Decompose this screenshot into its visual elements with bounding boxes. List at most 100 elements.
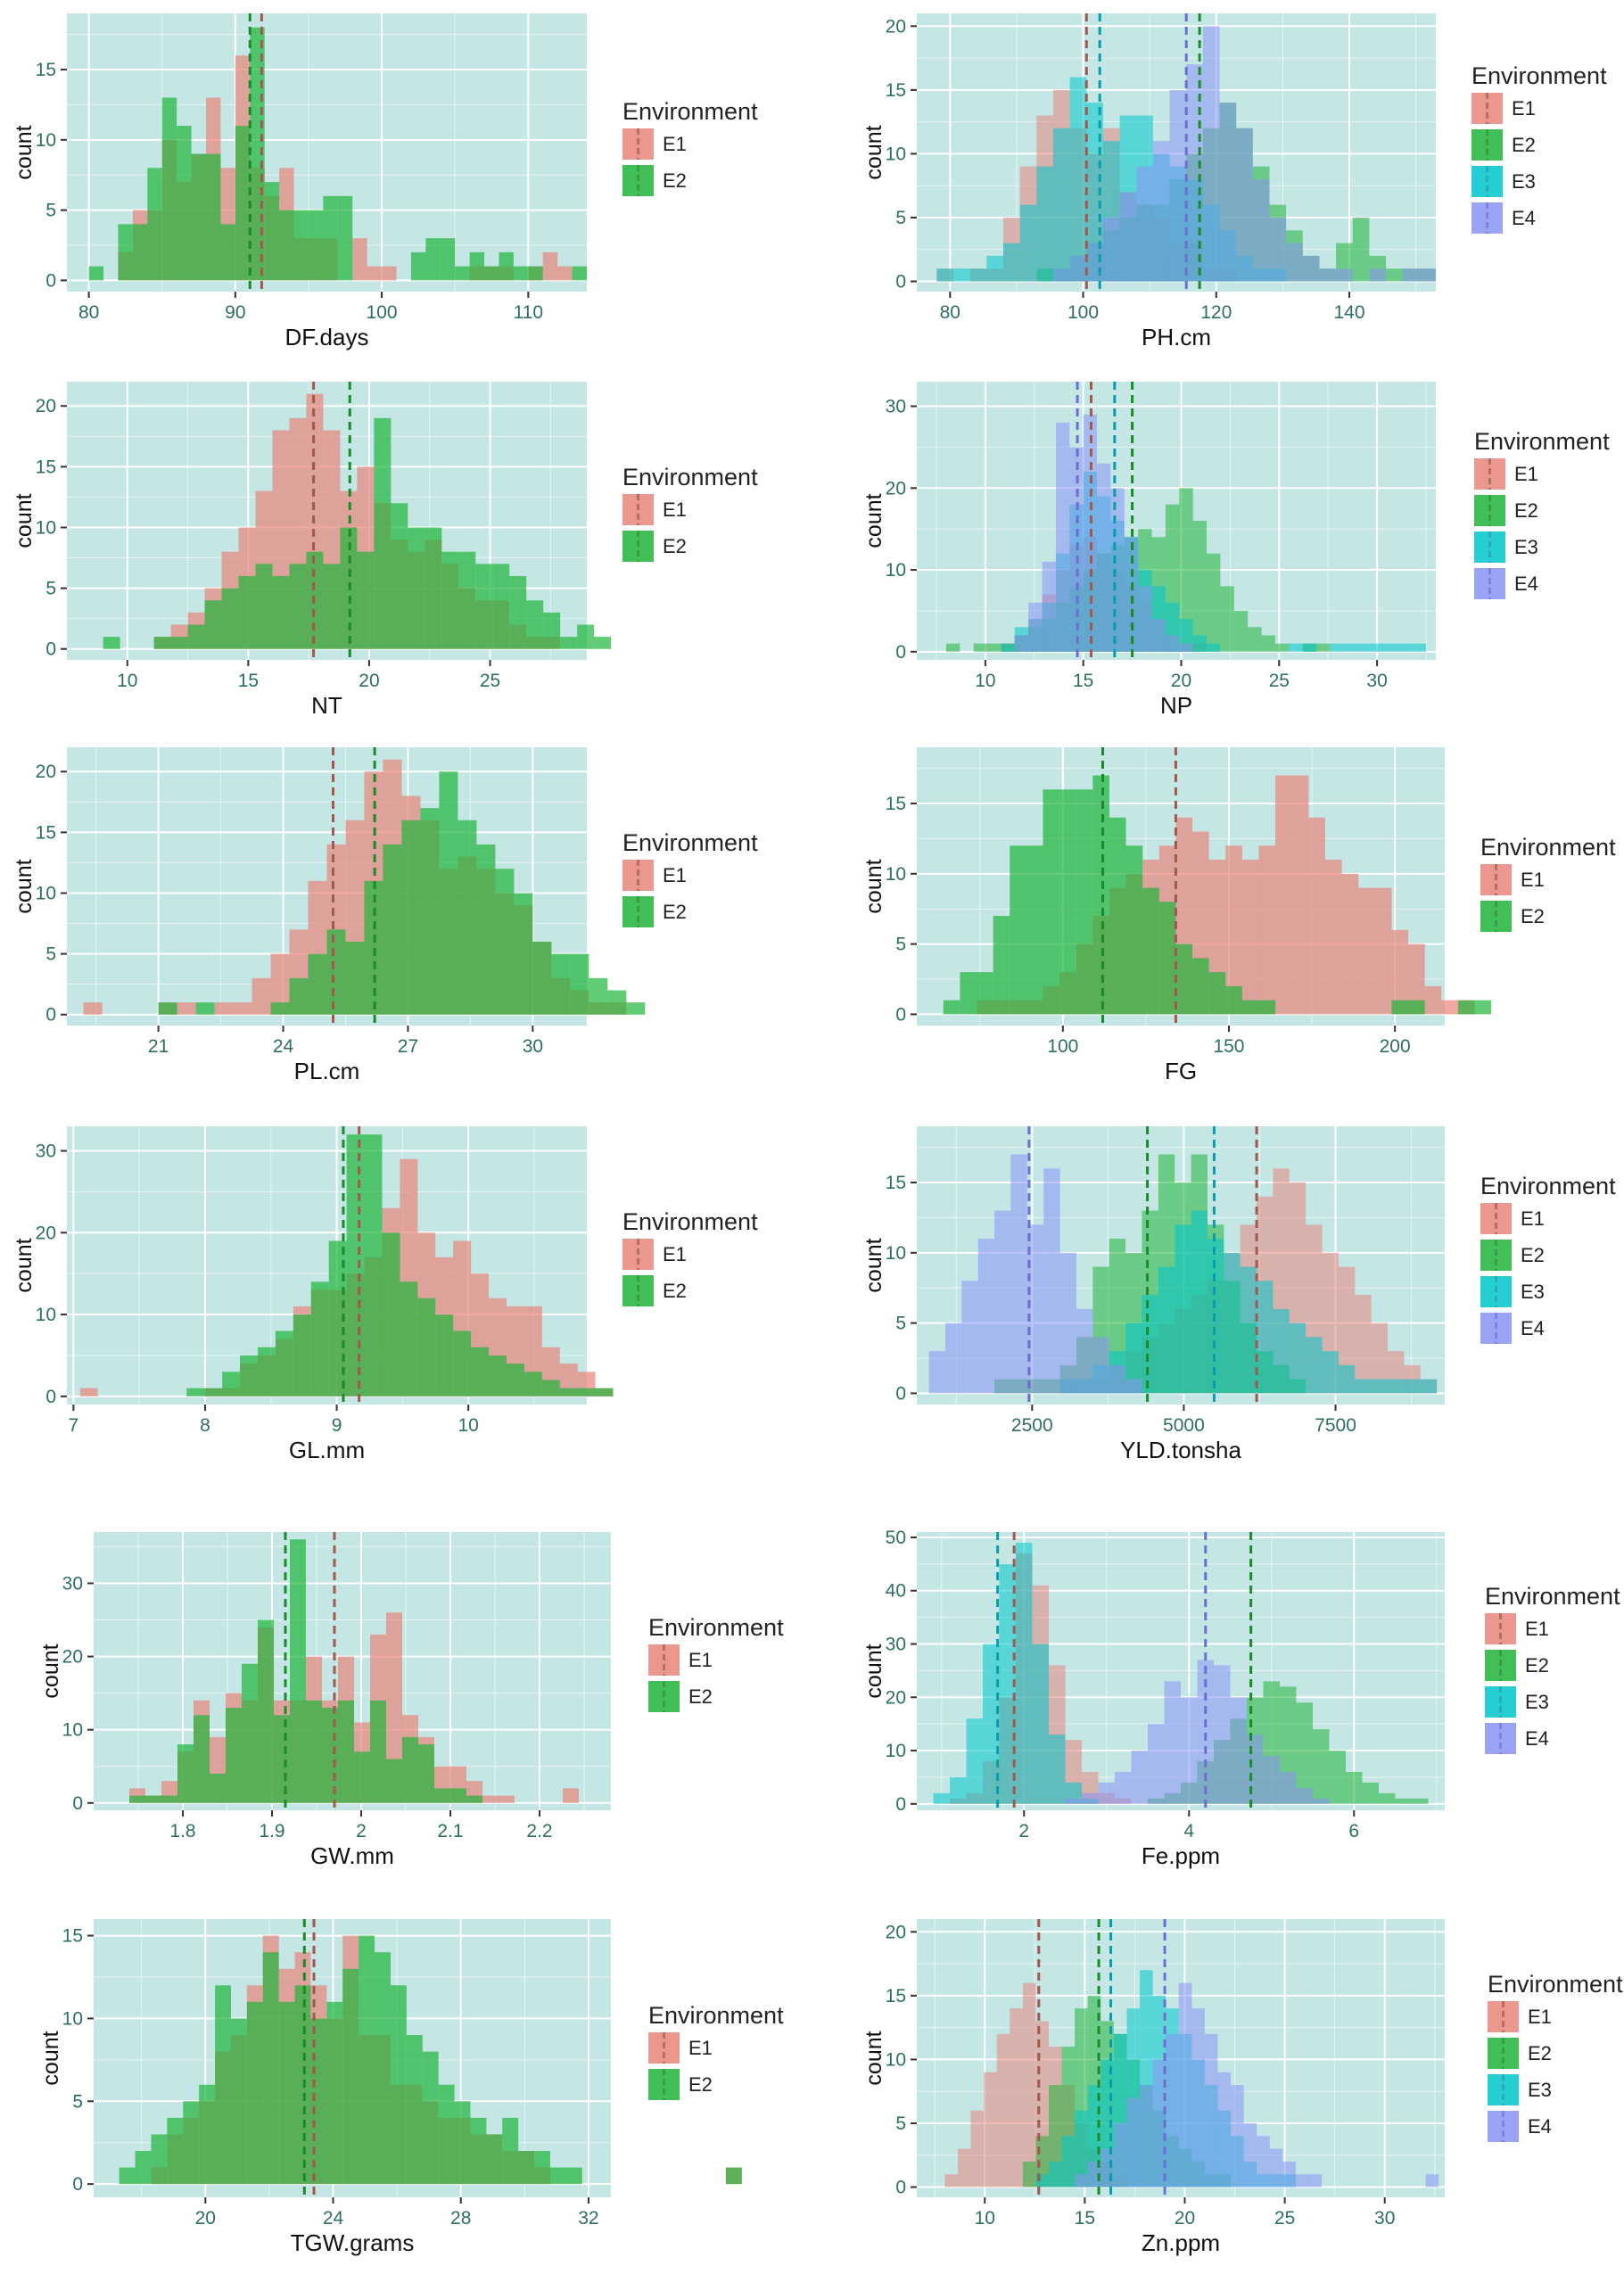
legend-dash-e1 [637, 494, 639, 525]
histogram-bar-e4 [1179, 643, 1193, 652]
histogram-bar-e2 [258, 1619, 274, 1803]
legend-item-e2: E2 [1485, 1647, 1620, 1684]
x-tick-label: 20 [359, 671, 379, 691]
histogram-bar-e2 [161, 97, 177, 281]
histogram-bar-e4 [1231, 2085, 1244, 2187]
legend-item-e1: E1 [1485, 1611, 1620, 1647]
x-tick-label: 30 [1374, 2208, 1395, 2229]
legend-label-e4: E4 [1512, 207, 1536, 229]
histogram-bar-e2 [626, 1002, 646, 1015]
histogram-bar-e2 [357, 551, 375, 649]
histogram-bar-e1 [1358, 887, 1375, 1015]
legend-item-e3: E3 [1471, 163, 1607, 200]
histogram-bar-e1 [367, 266, 383, 281]
histogram-bar-e2 [135, 2151, 152, 2185]
plot-area: 80 100 120 140 0 5 10 15 20 PH.cm count [861, 13, 1436, 350]
histogram-bar-e2 [495, 869, 515, 1015]
legend-swatch-e4 [1471, 202, 1503, 234]
histogram-bar-e3 [1075, 2110, 1088, 2187]
histogram-bar-e4 [1110, 488, 1125, 652]
legend-item-e1: E1 [1480, 1200, 1616, 1237]
legend-label-e2: E2 [1528, 2042, 1552, 2064]
histogram-bar-e2 [374, 417, 392, 649]
histogram-bar-e2 [528, 266, 543, 281]
y-tick-label: 40 [886, 1581, 906, 1602]
histogram-bar-e1 [559, 1364, 578, 1397]
x-tick-label: 200 [1380, 1036, 1411, 1057]
x-axis-title: DF.days [285, 324, 369, 350]
histogram-bar-e2 [560, 637, 578, 649]
histogram-bar-e4 [1308, 2174, 1323, 2187]
histogram-bar-e4 [1076, 1308, 1093, 1394]
y-tick-label: 10 [886, 144, 906, 164]
x-tick-label: 28 [450, 2208, 471, 2229]
histogram-bar-e4 [1286, 243, 1303, 282]
histogram-bar-e3 [983, 1644, 1000, 1804]
y-axis-title: count [861, 2031, 886, 2085]
x-tick-label: 120 [1200, 302, 1232, 323]
histogram-bar-e4 [1126, 2097, 1141, 2187]
legend-item-e2: E2 [1480, 1237, 1616, 1273]
y-tick-label: 20 [36, 396, 56, 416]
legend-swatch-e2 [622, 165, 654, 196]
histogram-bar-e2 [289, 977, 309, 1015]
legend-label-e2: E2 [663, 901, 687, 923]
histogram-bar-e4 [1165, 635, 1180, 652]
histogram-bar-e1 [557, 266, 573, 281]
legend-item-e2: E2 [648, 2066, 784, 2103]
histogram-bar-e2 [1316, 643, 1331, 652]
histogram-bar-e2 [577, 1388, 596, 1397]
histogram-bar-e2 [270, 1002, 290, 1015]
y-tick-label: 15 [36, 457, 56, 477]
x-axis-title: Fe.ppm [1142, 1842, 1220, 1869]
legend-item-e2: E2 [1471, 127, 1607, 163]
legend-np: Environment E1 E2 E3 E4 [1474, 428, 1610, 602]
histogram-bar-e2 [1192, 521, 1208, 652]
histogram-bar-e3 [1404, 1379, 1421, 1394]
legend-swatch-e4 [1474, 568, 1505, 599]
legend-label-e1: E1 [663, 498, 687, 521]
histogram-bar-e2 [158, 1002, 177, 1015]
legend-dash-e1 [1486, 93, 1488, 124]
plot-area: 2500 5000 7500 0 5 10 15 YLD.tonsha count [861, 1126, 1445, 1463]
histogram-bar-e2 [129, 1795, 145, 1803]
histogram-bar-e3 [1355, 1379, 1372, 1394]
histogram-svg-nt: 10 15 20 25 0 5 10 15 20 NT count [12, 382, 612, 719]
plot-area: 7 8 9 10 0 10 20 30 GL.mm count [12, 1126, 614, 1463]
histogram-bar-e2 [987, 643, 1002, 652]
x-axis-title: FG [1165, 1058, 1197, 1084]
histogram-bar-e1 [482, 1795, 499, 1803]
legend-dash-e4 [1486, 202, 1488, 234]
legend-swatch-e2 [648, 2069, 680, 2100]
histogram-bar-e1 [79, 1388, 98, 1397]
histogram-bar-e2 [532, 941, 552, 1015]
histogram-bar-e1 [1424, 985, 1442, 1015]
histogram-bar-e4 [1269, 217, 1287, 282]
legend-swatch-e2 [622, 896, 654, 927]
histogram-bar-e2 [346, 1134, 365, 1397]
histogram-bar-e2 [235, 126, 251, 281]
histogram-bar-e4 [1101, 2148, 1114, 2187]
histogram-bar-e2 [326, 929, 346, 1015]
histogram-bar-e2 [289, 564, 307, 649]
histogram-bar-e3 [1019, 204, 1037, 282]
histogram-svg-np: 10 15 20 25 30 0 10 20 30 NP count [861, 382, 1436, 719]
y-axis-title: count [12, 859, 37, 913]
legend-label-e1: E1 [1525, 1618, 1549, 1640]
legend-tgw: Environment E1 E2 [648, 2002, 784, 2103]
histogram-bar-e4 [1082, 1792, 1099, 1804]
histogram-bar-e2 [145, 1795, 161, 1803]
histogram-bar-e1 [1324, 860, 1342, 1015]
histogram-bar-e2 [572, 266, 587, 281]
legend-dash-e3 [1495, 1276, 1497, 1307]
y-tick-label: 10 [36, 130, 56, 151]
x-axis-title: Zn.ppm [1142, 2229, 1220, 2256]
histogram-bar-e2 [279, 210, 294, 281]
legend-dash-e1 [637, 860, 639, 891]
legend-dash-e2 [1495, 1240, 1497, 1271]
histogram-bar-e4 [1086, 243, 1103, 282]
y-axis-title: count [12, 493, 37, 548]
histogram-bar-e4 [1136, 166, 1153, 282]
histogram-bar-e4 [1280, 1771, 1297, 1804]
histogram-bar-e4 [1181, 1697, 1198, 1804]
